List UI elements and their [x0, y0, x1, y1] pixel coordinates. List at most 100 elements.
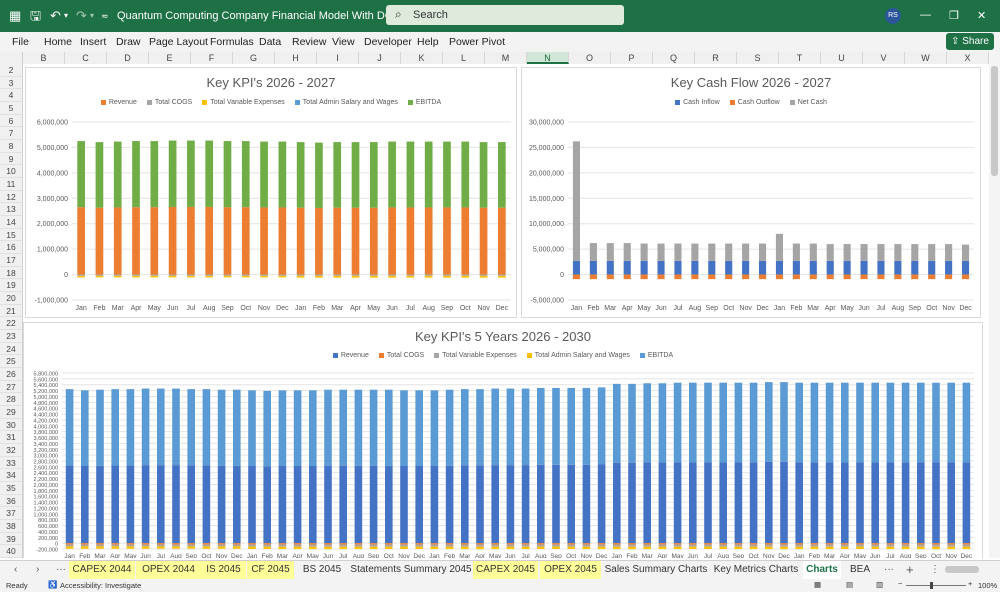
row-header-16[interactable]: 16	[0, 241, 22, 254]
tab-menu-icon[interactable]: ⋮	[930, 564, 940, 575]
menu-draw[interactable]: Draw	[116, 36, 141, 48]
row-header-28[interactable]: 28	[0, 393, 22, 406]
sheet-tab-statements-summary-2045[interactable]: Statements Summary 2045	[350, 564, 472, 575]
accessibility-status[interactable]: Accessibility: Investigate	[60, 581, 142, 590]
menu-formulas[interactable]: Formulas	[210, 36, 254, 48]
row-header-5[interactable]: 5	[0, 102, 22, 115]
sheet-tab-key-metrics-charts[interactable]: Key Metrics Charts	[713, 564, 799, 575]
zoom-slider-thumb[interactable]	[930, 582, 933, 589]
column-header-r[interactable]: R	[695, 52, 737, 64]
menu-developer[interactable]: Developer	[364, 36, 412, 48]
row-header-13[interactable]: 13	[0, 203, 22, 216]
row-header-8[interactable]: 8	[0, 140, 22, 153]
column-header-n[interactable]: N	[527, 52, 569, 64]
row-header-23[interactable]: 23	[0, 330, 22, 343]
column-header-h[interactable]: H	[275, 52, 317, 64]
row-header-26[interactable]: 26	[0, 368, 22, 381]
sheet-tab-sales-summary-charts[interactable]: Sales Summary Charts	[604, 564, 708, 575]
sheet-tab-bs-2045[interactable]: BS 2045	[302, 564, 342, 575]
column-header-g[interactable]: G	[233, 52, 275, 64]
column-header-i[interactable]: I	[317, 52, 359, 64]
column-header-k[interactable]: K	[401, 52, 443, 64]
zoom-slider[interactable]	[906, 585, 966, 586]
scroll-thumb[interactable]	[991, 66, 998, 176]
worksheet-grid[interactable]: Key KPI's 2026 - 2027 Revenue Total COGS T…	[23, 64, 989, 558]
row-header-12[interactable]: 12	[0, 191, 22, 204]
sheet-tab-capex-2044[interactable]: CAPEX 2044	[69, 561, 135, 579]
page-layout-view-icon[interactable]: ▤	[846, 580, 854, 589]
row-header-29[interactable]: 29	[0, 406, 22, 419]
more-tabs-left-icon[interactable]: ···	[56, 564, 66, 575]
menu-data[interactable]: Data	[259, 36, 282, 48]
select-all-corner[interactable]	[0, 52, 23, 64]
sheet-tab-is-2045[interactable]: IS 2045	[201, 561, 246, 579]
column-header-s[interactable]: S	[737, 52, 779, 64]
page-break-view-icon[interactable]: ▥	[876, 580, 884, 589]
menu-help[interactable]: Help	[417, 36, 439, 48]
row-header-36[interactable]: 36	[0, 495, 22, 508]
row-header-27[interactable]: 27	[0, 381, 22, 394]
sheet-tab-bea[interactable]: BEA	[849, 564, 870, 575]
row-header-39[interactable]: 39	[0, 533, 22, 546]
column-header-f[interactable]: F	[191, 52, 233, 64]
column-header-v[interactable]: V	[863, 52, 905, 64]
row-header-38[interactable]: 38	[0, 520, 22, 533]
column-header-u[interactable]: U	[821, 52, 863, 64]
row-header-3[interactable]: 3	[0, 77, 22, 90]
chart-key-kpis-2026-2027[interactable]: Key KPI's 2026 - 2027 Revenue Total COGS T…	[25, 67, 517, 318]
tab-scroll-left-icon[interactable]: ‹	[14, 564, 18, 575]
tab-scroll-right-icon[interactable]: ›	[36, 564, 40, 575]
row-header-19[interactable]: 19	[0, 279, 22, 292]
menu-file[interactable]: File	[12, 36, 29, 48]
row-header-17[interactable]: 17	[0, 254, 22, 267]
undo-dropdown-icon[interactable]: ▾	[64, 11, 69, 20]
redo-icon[interactable]: ↷	[76, 8, 87, 23]
row-header-33[interactable]: 33	[0, 457, 22, 470]
menu-view[interactable]: View	[332, 36, 355, 48]
row-header-18[interactable]: 18	[0, 267, 22, 280]
row-header-10[interactable]: 10	[0, 165, 22, 178]
sheet-tab-charts[interactable]: Charts	[803, 561, 841, 581]
row-header-21[interactable]: 21	[0, 305, 22, 318]
redo-dropdown-icon[interactable]: ▾	[90, 11, 95, 20]
customize-toolbar-icon[interactable]: ≂	[101, 11, 109, 21]
row-header-40[interactable]: 40	[0, 545, 22, 558]
column-header-x[interactable]: X	[947, 52, 989, 64]
menu-page-layout[interactable]: Page Layout	[149, 36, 208, 48]
row-header-4[interactable]: 4	[0, 89, 22, 102]
row-header-22[interactable]: 22	[0, 317, 22, 330]
chart-key-cash-flow-2026-2027[interactable]: Key Cash Flow 2026 - 2027 Cash Inflow Cas…	[521, 67, 981, 318]
zoom-level[interactable]: 100%	[978, 581, 998, 590]
column-header-b[interactable]: B	[23, 52, 65, 64]
vertical-scrollbar[interactable]	[989, 52, 1000, 558]
row-header-6[interactable]: 6	[0, 115, 22, 128]
zoom-in-icon[interactable]: +	[968, 579, 973, 588]
horizontal-scroll-thumb[interactable]	[945, 566, 979, 573]
column-header-q[interactable]: Q	[653, 52, 695, 64]
row-header-24[interactable]: 24	[0, 343, 22, 356]
column-header-e[interactable]: E	[149, 52, 191, 64]
row-header-31[interactable]: 31	[0, 431, 22, 444]
row-header-35[interactable]: 35	[0, 482, 22, 495]
row-header-2[interactable]: 2	[0, 64, 22, 77]
user-avatar[interactable]: RS	[885, 8, 901, 24]
row-header-20[interactable]: 20	[0, 292, 22, 305]
row-header-9[interactable]: 9	[0, 153, 22, 166]
zoom-out-icon[interactable]: −	[898, 579, 903, 588]
row-header-30[interactable]: 30	[0, 419, 22, 432]
menu-home[interactable]: Home	[44, 36, 73, 48]
sheet-tab-opex-2045[interactable]: OPEX 2045	[540, 561, 601, 579]
sheet-tab-opex-2044[interactable]: OPEX 2044	[136, 561, 201, 579]
menu-insert[interactable]: Insert	[80, 36, 107, 48]
column-header-d[interactable]: D	[107, 52, 149, 64]
minimize-icon[interactable]: —	[920, 9, 931, 21]
restore-icon[interactable]: ❐	[949, 10, 959, 22]
row-header-25[interactable]: 25	[0, 355, 22, 368]
row-header-37[interactable]: 37	[0, 507, 22, 520]
column-header-m[interactable]: M	[485, 52, 527, 64]
menu-review[interactable]: Review	[292, 36, 327, 48]
close-icon[interactable]: ✕	[977, 10, 987, 22]
row-header-15[interactable]: 15	[0, 229, 22, 242]
row-header-34[interactable]: 34	[0, 469, 22, 482]
column-header-p[interactable]: P	[611, 52, 653, 64]
